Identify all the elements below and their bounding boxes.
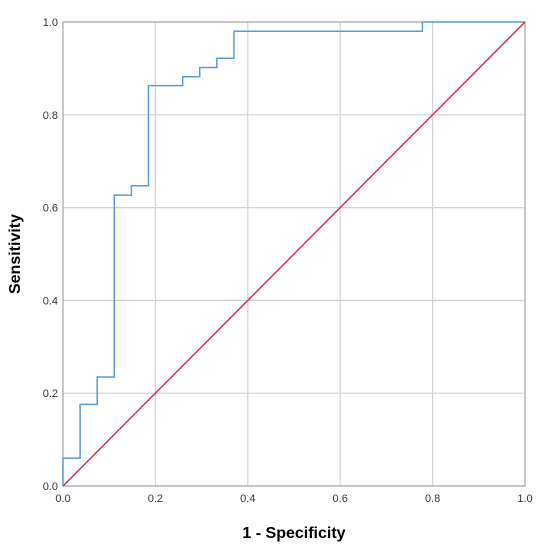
x-axis-title: 1 - Specificity [242,525,345,542]
roc-curve-line [62,21,525,486]
y-tick-label: 0.4 [43,295,58,307]
y-tick-label: 0.6 [43,203,58,215]
x-tick-label: 0.0 [55,493,70,505]
x-tick-label: 0.2 [148,493,163,505]
x-tick-label: 0.6 [333,493,348,505]
x-tick-label: 0.4 [240,493,255,505]
y-tick-labels: 0.0 0.2 0.4 0.6 0.8 1.0 [43,17,58,493]
x-tick-label: 1.0 [517,493,532,505]
y-tick-label: 1.0 [43,17,58,29]
y-tick-label: 0.8 [43,110,58,122]
reference-diagonal-line [62,21,526,487]
series-group [62,21,526,487]
y-tick-label: 0.2 [43,388,58,400]
x-tick-labels: 0.0 0.2 0.4 0.6 0.8 1.0 [55,493,532,505]
plot-frame [62,21,526,487]
y-tick-label: 0.0 [43,481,58,493]
x-tick-label: 0.8 [425,493,440,505]
y-axis-title: Sensitivity [7,214,24,294]
